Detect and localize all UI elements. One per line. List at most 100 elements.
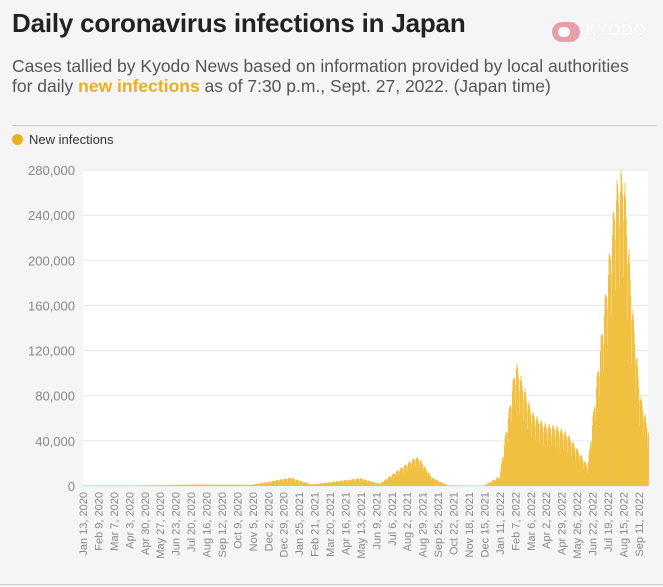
data-bar bbox=[625, 197, 627, 486]
data-bar bbox=[565, 432, 566, 486]
data-bar bbox=[648, 432, 649, 486]
data-bar bbox=[462, 485, 464, 486]
data-bar bbox=[567, 451, 569, 486]
data-bar bbox=[268, 481, 270, 486]
data-bar bbox=[105, 485, 107, 486]
data-bar bbox=[578, 453, 580, 486]
data-bar bbox=[362, 479, 363, 486]
data-bar bbox=[173, 484, 175, 486]
data-bar bbox=[377, 483, 379, 486]
data-bar bbox=[519, 381, 521, 486]
data-bar bbox=[615, 200, 617, 486]
data-bar bbox=[549, 427, 551, 486]
data-bar bbox=[307, 484, 309, 486]
data-bar bbox=[298, 480, 299, 486]
data-bar bbox=[201, 484, 203, 486]
x-tick-label: Aug 15, 2022 bbox=[618, 492, 630, 557]
data-bar bbox=[534, 419, 536, 486]
data-bar bbox=[207, 484, 209, 486]
data-bar bbox=[164, 484, 166, 486]
data-bar bbox=[371, 481, 373, 486]
data-bar bbox=[634, 344, 636, 486]
data-bar bbox=[606, 309, 608, 486]
data-bar bbox=[616, 179, 618, 486]
data-bar bbox=[282, 479, 283, 486]
data-bar bbox=[354, 479, 356, 486]
data-bar bbox=[332, 481, 334, 486]
x-tick-label: Apr 3, 2020 bbox=[124, 492, 136, 549]
data-bar bbox=[498, 477, 500, 486]
data-bar bbox=[157, 485, 159, 486]
data-bar bbox=[562, 434, 564, 486]
data-bar bbox=[406, 465, 408, 486]
data-bar bbox=[93, 485, 95, 486]
data-bar bbox=[189, 484, 191, 486]
x-tick-label: May 26, 2022 bbox=[572, 492, 584, 559]
data-bar bbox=[438, 481, 440, 486]
data-bar bbox=[259, 484, 261, 486]
data-bar bbox=[148, 485, 150, 486]
data-bar bbox=[104, 485, 106, 486]
data-bar bbox=[327, 483, 329, 486]
data-bar bbox=[581, 455, 583, 486]
data-bar bbox=[108, 485, 110, 486]
data-bar bbox=[400, 467, 402, 486]
data-bar bbox=[623, 192, 625, 486]
data-bar bbox=[269, 481, 271, 486]
kyodo-logo: KYODO bbox=[552, 20, 648, 46]
data-bar bbox=[148, 485, 150, 486]
data-bar bbox=[537, 417, 538, 486]
data-bar bbox=[380, 482, 382, 486]
data-bar bbox=[387, 480, 389, 486]
data-bar bbox=[626, 265, 628, 486]
data-bar bbox=[233, 484, 235, 486]
data-bar bbox=[174, 484, 176, 486]
data-bar bbox=[629, 262, 631, 486]
data-bar bbox=[339, 482, 341, 486]
y-tick-label: 40,000 bbox=[35, 434, 75, 449]
data-bar bbox=[302, 482, 304, 486]
data-bar bbox=[561, 429, 562, 486]
data-bar bbox=[233, 484, 235, 486]
data-bar bbox=[109, 485, 111, 486]
data-bar bbox=[113, 485, 115, 486]
data-bar bbox=[538, 429, 540, 486]
data-bar bbox=[228, 484, 230, 486]
data-bar bbox=[566, 436, 568, 486]
data-bar bbox=[509, 405, 511, 486]
data-bar bbox=[543, 426, 545, 486]
data-bar bbox=[620, 170, 622, 486]
data-bar bbox=[245, 484, 247, 486]
data-bar bbox=[645, 422, 647, 486]
data-bar bbox=[623, 278, 625, 486]
data-bar bbox=[456, 485, 458, 486]
x-tick-label: Mar 6, 2022 bbox=[526, 492, 538, 551]
data-bar bbox=[346, 480, 348, 486]
data-bar bbox=[603, 372, 605, 486]
data-bar bbox=[592, 415, 594, 486]
data-bar bbox=[152, 485, 154, 486]
data-bar bbox=[589, 449, 591, 486]
data-bar bbox=[279, 479, 281, 486]
data-bar bbox=[339, 480, 341, 486]
data-bar bbox=[264, 482, 266, 486]
data-bar bbox=[517, 367, 518, 486]
data-bar bbox=[518, 390, 520, 486]
data-bar bbox=[513, 378, 515, 486]
data-bar bbox=[523, 420, 525, 486]
data-bar bbox=[625, 216, 627, 486]
data-bar bbox=[626, 235, 628, 486]
data-bar bbox=[583, 468, 585, 486]
data-bar bbox=[200, 484, 202, 486]
data-bar bbox=[91, 485, 93, 486]
data-bar bbox=[434, 480, 436, 486]
data-bar bbox=[593, 411, 595, 486]
data-bar bbox=[142, 485, 144, 486]
data-bar bbox=[257, 483, 259, 486]
y-tick-label: 280,000 bbox=[28, 163, 75, 178]
data-bar bbox=[170, 485, 172, 486]
data-bar bbox=[154, 485, 156, 486]
data-bar bbox=[618, 227, 620, 487]
data-bar bbox=[414, 461, 416, 486]
data-bar bbox=[412, 458, 414, 486]
